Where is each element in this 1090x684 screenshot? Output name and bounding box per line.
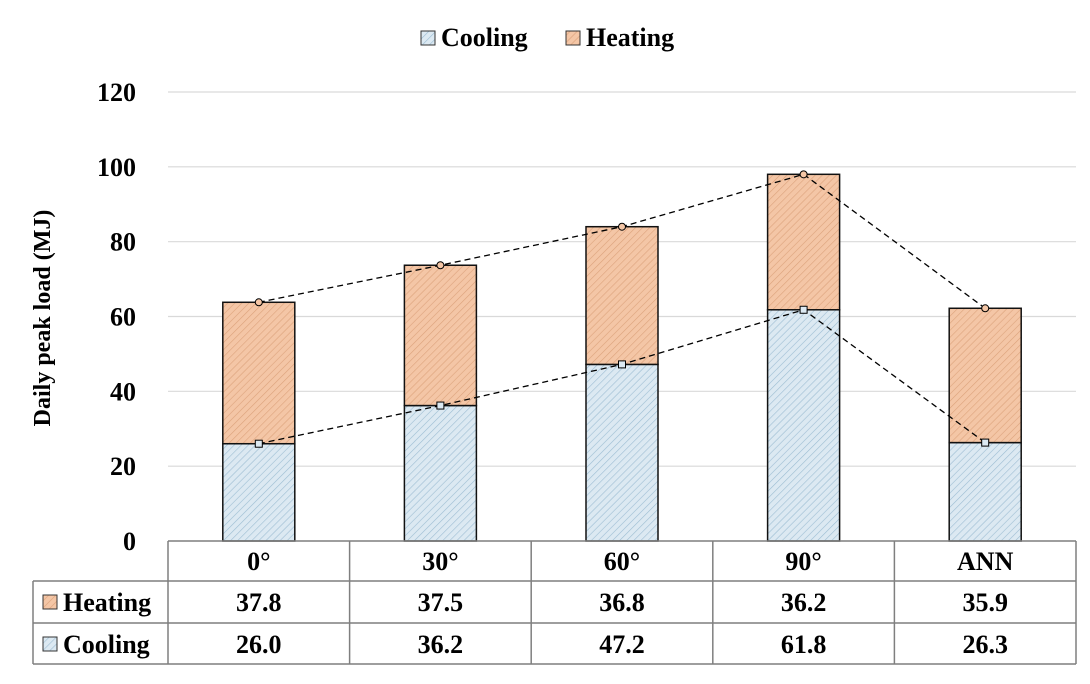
- bar-heating: [766, 173, 841, 311]
- table-cell: 36.2: [418, 630, 464, 659]
- legend: Cooling Heating: [420, 23, 674, 52]
- bar-cooling: [948, 441, 1022, 542]
- table-cell: 36.2: [781, 588, 827, 617]
- table-cell: 26.3: [962, 630, 1008, 659]
- table-row-swatch: [42, 594, 58, 610]
- table-cell: 37.8: [236, 588, 282, 617]
- data-table: 0° 30° 60° 90° ANN Heating 37.8 37.5 36.8 36.2 35.…: [32, 540, 1077, 665]
- bar-heating: [222, 301, 296, 445]
- bar-cooling: [766, 309, 841, 542]
- table-cell: 26.0: [236, 630, 282, 659]
- bar-heating: [403, 264, 478, 407]
- marker-cooling: [254, 439, 263, 448]
- table-cell: 47.2: [599, 630, 645, 659]
- legend-label-cooling: Cooling: [441, 23, 528, 52]
- trend-lines: [254, 170, 990, 448]
- marker-total: [436, 261, 445, 270]
- x-tick-label: 30°: [422, 547, 458, 576]
- marker-total: [981, 304, 990, 313]
- y-tick-label: 100: [97, 153, 136, 182]
- marker-cooling: [618, 360, 626, 369]
- marker-total: [618, 222, 626, 231]
- table-row-label: Heating: [63, 588, 151, 617]
- x-tick-label: 90°: [785, 547, 821, 576]
- x-tick-label: 0°: [247, 547, 270, 576]
- bar-heating: [948, 307, 1022, 444]
- bar-cooling: [403, 404, 478, 542]
- y-tick-label: 80: [110, 228, 136, 257]
- bar-cooling: [585, 363, 659, 542]
- table-row-label: Cooling: [63, 630, 150, 659]
- y-tick-label: 120: [97, 78, 136, 107]
- marker-total: [254, 298, 263, 307]
- y-tick-labels: 0 20 40 60 80 100 120: [97, 78, 136, 556]
- y-tick-label: 40: [110, 377, 136, 406]
- table-row-swatch: [42, 636, 58, 652]
- x-tick-label: ANN: [957, 547, 1014, 576]
- y-axis-label: Daily peak load (MJ): [30, 210, 56, 427]
- marker-cooling: [799, 305, 808, 314]
- legend-swatch-heating: [565, 30, 581, 46]
- table-cell: 36.8: [599, 588, 645, 617]
- legend-swatch-cooling: [420, 30, 436, 46]
- marker-cooling: [981, 438, 990, 447]
- legend-label-heating: Heating: [586, 23, 674, 52]
- table-cell: 35.9: [962, 588, 1008, 617]
- table-cell: 61.8: [781, 630, 827, 659]
- bar-heating: [585, 225, 659, 366]
- marker-cooling: [436, 401, 445, 410]
- y-tick-label: 20: [110, 452, 136, 481]
- x-tick-label: 60°: [604, 547, 640, 576]
- y-tick-label: 0: [123, 527, 136, 556]
- y-tick-label: 60: [110, 303, 136, 332]
- bar-cooling: [222, 442, 296, 542]
- marker-total: [799, 170, 808, 179]
- table-cell: 37.5: [418, 588, 464, 617]
